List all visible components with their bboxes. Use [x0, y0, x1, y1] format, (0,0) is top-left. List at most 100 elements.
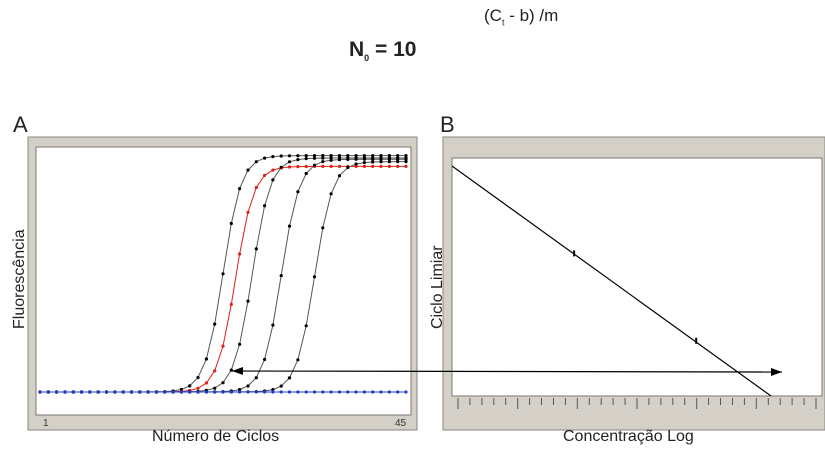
curve-2-point-39: [354, 164, 358, 168]
curve-1-point-29: [271, 155, 275, 159]
curve-1-point-26: [246, 168, 250, 172]
curve-2-point-28: [263, 173, 267, 177]
curve-4-point-37: [337, 158, 342, 162]
curve-6-point-39: [354, 390, 358, 394]
curve-6-point-44: [396, 390, 400, 394]
curve-6-point-19: [188, 390, 192, 394]
curve-6-point-16: [163, 390, 167, 394]
curve-2-point-31: [287, 165, 292, 169]
curve-6-point-8: [96, 390, 100, 394]
panel-a-series-group: [38, 154, 408, 394]
curve-2-point-41: [371, 164, 375, 168]
curve-6-point-35: [321, 390, 325, 394]
curve-6-point-34: [312, 390, 317, 394]
curve-6-point-12: [129, 390, 134, 394]
curve-6-point-29: [271, 390, 275, 394]
exponent-pre: (C: [484, 6, 502, 25]
panel-a-label: A: [13, 112, 28, 137]
curve-5-point-40: [362, 161, 366, 165]
curve-2-point-20: [196, 386, 200, 390]
formula: (Ct - b) /m N0 = 10: [0, 0, 825, 80]
curve-6-point-45: [404, 390, 408, 394]
curve-1-point-35: [321, 154, 325, 158]
curve-4-point-29: [271, 323, 275, 327]
curve-1-point-27: [254, 160, 258, 164]
curve-1-point-39: [354, 154, 358, 158]
curve-4-point-38: [346, 157, 350, 161]
curve-6-point-33: [304, 390, 308, 394]
curve-1-point-20: [196, 375, 200, 380]
curve-6-point-30: [279, 390, 283, 394]
curve-6-point-18: [179, 390, 183, 394]
curve-2-point-37: [337, 164, 342, 168]
panel-a-y-axis-label: Fluorescência: [11, 229, 28, 329]
curve-1-point-24: [229, 221, 233, 226]
curve-2-point-36: [329, 164, 333, 168]
curve-1-point-28: [263, 156, 267, 160]
formula-base: N0 = 10: [349, 38, 417, 63]
curve-6-point-20: [196, 390, 200, 394]
curve-5-point-31: [287, 376, 292, 380]
curve-6-point-13: [138, 390, 142, 394]
curve-1-point-19: [188, 384, 192, 388]
formula-exponent: (Ct - b) /m: [484, 6, 558, 27]
curve-2-point-29: [271, 168, 275, 172]
standard-curve-line: [452, 165, 772, 396]
x-tick-label-min: 1: [43, 418, 49, 429]
curve-2-point-21: [204, 381, 208, 385]
curve-2-point-44: [396, 164, 400, 168]
curve-6-point-14: [146, 390, 150, 394]
curve-3-point-28: [263, 204, 267, 208]
curve-4-point-40: [362, 157, 366, 161]
curve-1-point-43: [387, 154, 391, 158]
panel-b-y-axis-label: Ciclo Limiar: [429, 245, 446, 329]
curve-4-point-32: [296, 190, 300, 194]
curve-6-point-21: [204, 390, 208, 394]
curve-1-point-38: [346, 154, 350, 158]
panel-b-x-axis-label: Concentração Log: [563, 428, 694, 445]
curve-6-point-6: [80, 390, 84, 394]
curve-5-point-37: [337, 174, 342, 178]
curve-6-point-10: [113, 390, 117, 394]
curve-1-point-40: [362, 154, 366, 158]
curve-5-point-41: [371, 160, 375, 164]
curve-4-point-36: [329, 158, 333, 162]
curve-6-point-17: [171, 390, 175, 394]
curve-1-point-22: [213, 322, 217, 326]
curve-6-point-22: [213, 390, 217, 394]
curve-6-point-43: [387, 390, 391, 394]
curve-3-point-32: [296, 158, 300, 162]
curve-6-point-25: [238, 390, 242, 394]
curve-6-point-11: [121, 390, 125, 394]
curve-5-point-42: [379, 160, 383, 164]
exponent-sub: t: [501, 17, 505, 28]
curve-6-point-9: [104, 390, 109, 394]
curve-5-point-45: [404, 160, 408, 164]
curve-4-point-30: [279, 274, 283, 278]
curve-1-point-42: [379, 154, 383, 158]
curve-2-point-23: [221, 344, 225, 348]
curve-6-point-37: [337, 390, 342, 394]
curve-4-point-28: [263, 357, 267, 362]
curve-5-point-38: [346, 165, 350, 170]
curve-6-point-40: [362, 390, 366, 394]
curve-5-point-44: [396, 160, 400, 164]
curve-3-point-27: [254, 247, 258, 251]
panel-b-line-group: [452, 165, 772, 396]
curve-6-point-41: [371, 390, 375, 394]
curve-2-point-35: [321, 164, 325, 168]
curve-6-point-23: [221, 390, 225, 394]
curve-3-point-23: [221, 381, 225, 385]
curve-3-point-36: [329, 156, 333, 160]
curve-3-point-29: [271, 178, 275, 182]
curve-6-point-3: [55, 390, 59, 394]
exponent-post: - b) /m: [504, 6, 559, 25]
curve-2-point-32: [296, 165, 300, 169]
connecting-arrow: [231, 367, 783, 376]
formula-lhs-sub: 0: [364, 53, 370, 64]
curve-4-point-39: [354, 157, 358, 161]
panel-b-minor-ticks: [457, 398, 817, 409]
curve-4-point-44: [396, 157, 400, 161]
curve-4-point-43: [387, 157, 391, 161]
